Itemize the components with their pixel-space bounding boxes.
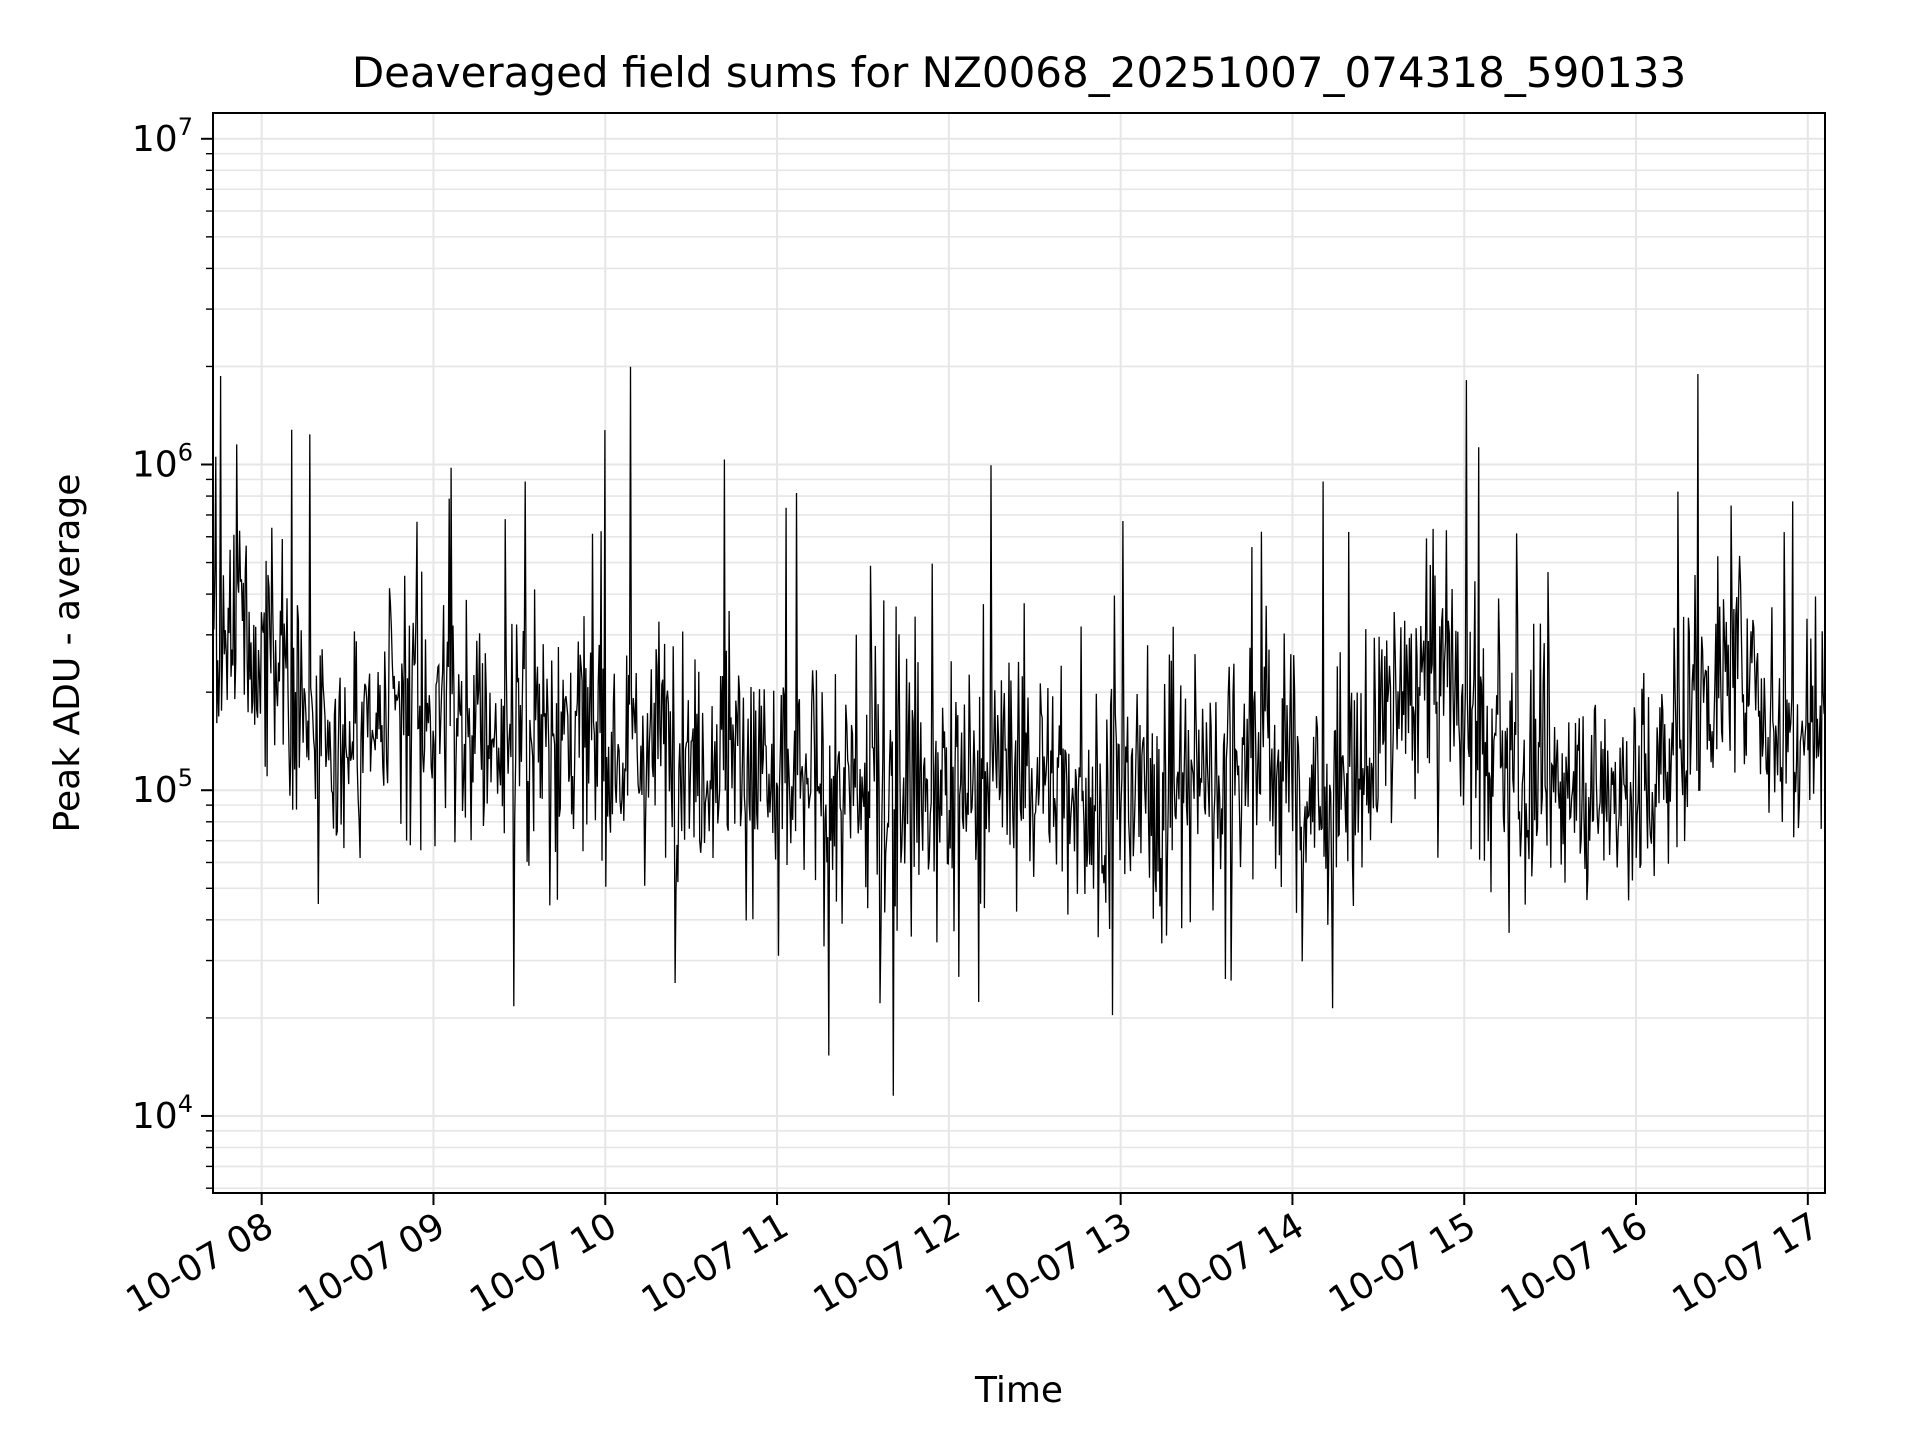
- y-tick-label: 107: [132, 113, 193, 160]
- plot-area: [212, 366, 1826, 1096]
- y-tick-label: 104: [132, 1090, 193, 1137]
- major-gridlines: [213, 113, 1825, 1193]
- x-axis-label: Time: [974, 1370, 1063, 1411]
- series-line: [212, 366, 1826, 1096]
- plot-frame: [212, 112, 1826, 1194]
- y-tick-label: 106: [132, 439, 193, 486]
- minor-gridlines: [213, 152, 1825, 1190]
- y-tick-label: 105: [132, 764, 193, 811]
- chart-title: Deaveraged field sums for NZ0068_2025100…: [352, 48, 1686, 97]
- y-axis: 104 105 106 107: [132, 113, 213, 1189]
- y-axis-label: Peak ADU - average: [47, 474, 88, 833]
